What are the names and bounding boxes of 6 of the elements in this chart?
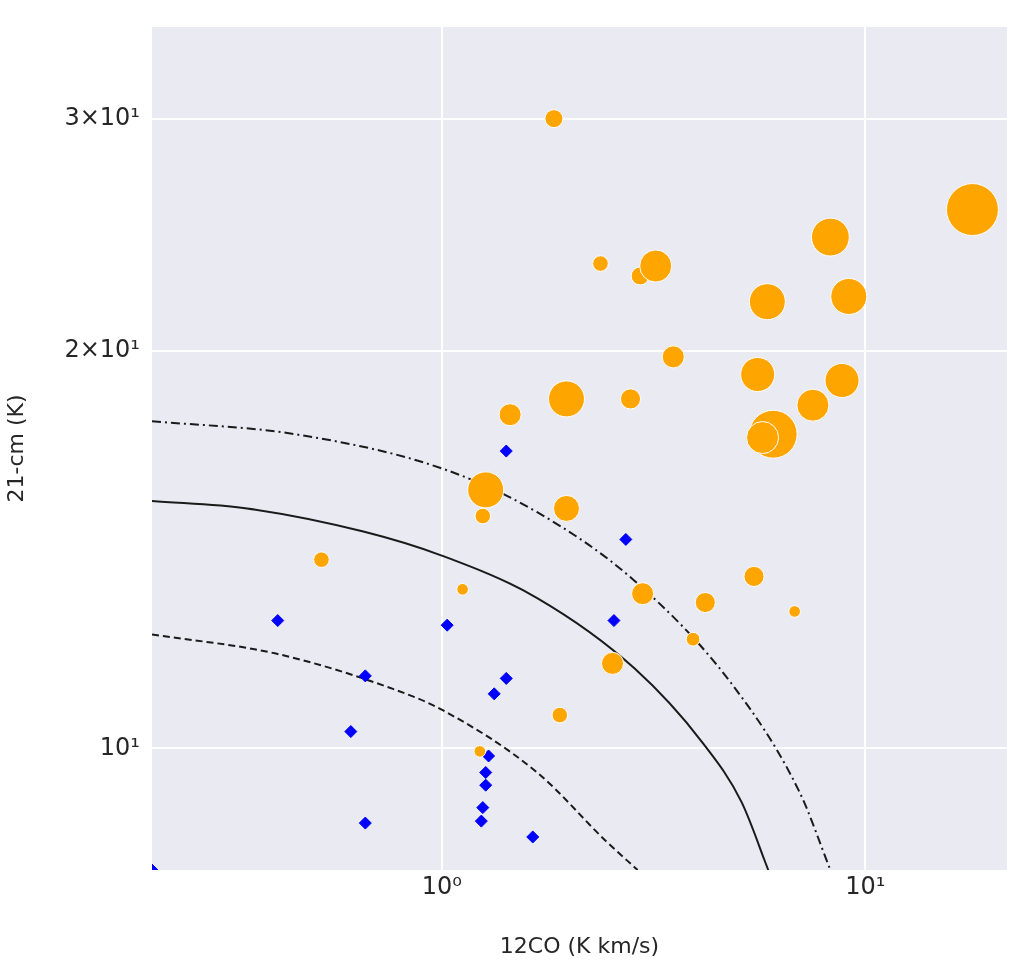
x-axis-title: 12CO (K km/s): [499, 932, 660, 958]
y-tick-label: 3×10¹: [64, 102, 140, 131]
y-tick-label: 10¹: [99, 732, 140, 761]
x-tick-label: 10⁰: [421, 871, 462, 900]
y-axis-title: 21-cm (K): [2, 394, 28, 503]
y-tick-label: 2×10¹: [64, 335, 140, 364]
